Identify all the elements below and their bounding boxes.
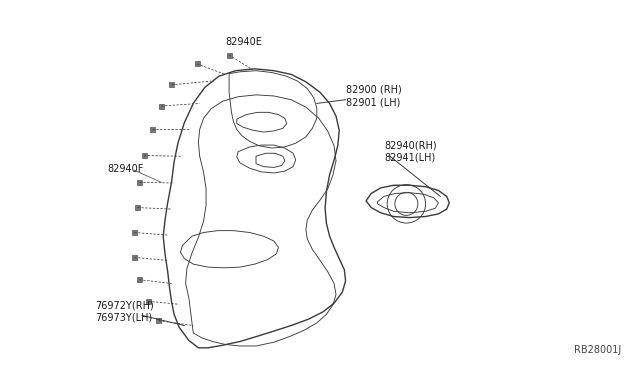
Bar	[150, 127, 155, 132]
Bar	[156, 318, 161, 323]
Text: 76972Y(RH)
76973Y(LH): 76972Y(RH) 76973Y(LH)	[95, 301, 154, 323]
Bar	[227, 52, 232, 58]
Bar	[137, 180, 142, 185]
Bar	[141, 153, 147, 158]
Bar	[159, 103, 164, 109]
Text: 82940E: 82940E	[225, 37, 262, 46]
Bar	[169, 82, 174, 87]
Text: 82940(RH)
82941(LH): 82940(RH) 82941(LH)	[384, 141, 436, 163]
Bar	[195, 61, 200, 67]
Bar	[137, 277, 142, 282]
Bar	[146, 299, 151, 304]
Bar	[135, 205, 140, 210]
Bar	[132, 230, 137, 235]
Text: 82940F: 82940F	[108, 164, 144, 174]
Bar	[132, 255, 137, 260]
Text: 82900 (RH)
82901 (LH): 82900 (RH) 82901 (LH)	[346, 85, 401, 107]
Text: RB28001J: RB28001J	[573, 345, 621, 355]
